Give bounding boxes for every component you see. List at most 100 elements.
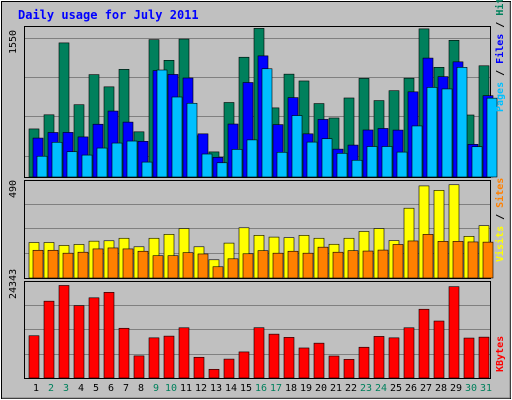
ymax-label: 490 bbox=[8, 180, 19, 198]
day-tick-label: 19 bbox=[300, 383, 312, 394]
bar-pages bbox=[426, 87, 438, 178]
bar-sites bbox=[452, 241, 464, 279]
bar-kbytes bbox=[373, 336, 385, 379]
day-tick-label: 5 bbox=[93, 383, 99, 394]
bar-kbytes bbox=[28, 335, 40, 379]
day-tick-label: 6 bbox=[108, 383, 114, 394]
day-tick-label: 22 bbox=[345, 383, 357, 394]
legend-kbytes: KBytes bbox=[495, 336, 506, 372]
chart-panel-3: 24343 KBytes bbox=[8, 269, 506, 379]
bar-kbytes bbox=[388, 337, 400, 379]
bar-sites bbox=[197, 253, 209, 279]
bar-sites bbox=[212, 266, 224, 279]
bar-kbytes bbox=[328, 355, 340, 379]
bar-kbytes bbox=[298, 347, 310, 379]
bar-pages bbox=[171, 96, 183, 178]
bar-pages bbox=[396, 151, 408, 178]
bar-sites bbox=[32, 249, 44, 279]
bar-pages bbox=[336, 153, 348, 178]
day-tick-label: 3 bbox=[63, 383, 69, 394]
bar-pages bbox=[111, 142, 123, 178]
legend-pages: Pages bbox=[495, 82, 506, 112]
bar-pages bbox=[186, 102, 198, 178]
bar-sites bbox=[47, 249, 59, 279]
bar-kbytes bbox=[343, 359, 355, 379]
bar-pages bbox=[276, 151, 288, 178]
day-tick-label: 20 bbox=[315, 383, 327, 394]
bar-sites bbox=[437, 241, 449, 279]
bar-sites bbox=[377, 249, 389, 279]
bar-kbytes bbox=[73, 305, 85, 379]
bar-kbytes bbox=[313, 342, 325, 379]
chart-panel-2: 490 Visits / Sites bbox=[8, 178, 506, 279]
day-tick-label: 27 bbox=[420, 383, 432, 394]
bar-pages bbox=[456, 67, 468, 178]
day-tick-label: 26 bbox=[405, 383, 417, 394]
bar-kbytes bbox=[223, 358, 235, 379]
day-tick-label: 11 bbox=[180, 383, 192, 394]
day-tick-label: 8 bbox=[138, 383, 144, 394]
day-tick-label: 2 bbox=[48, 383, 54, 394]
bar-sites bbox=[122, 248, 134, 279]
bar-sites bbox=[227, 258, 239, 279]
bar-kbytes bbox=[88, 297, 100, 379]
bar-pages bbox=[471, 146, 483, 178]
bar-sites bbox=[287, 250, 299, 279]
bar-sites bbox=[182, 252, 194, 279]
day-tick-label: 17 bbox=[270, 383, 282, 394]
bar-pages bbox=[66, 151, 78, 178]
day-tick-label: 18 bbox=[285, 383, 297, 394]
ymax-label: 24343 bbox=[8, 269, 19, 299]
bar-kbytes bbox=[283, 337, 295, 379]
bar-sites bbox=[347, 250, 359, 279]
bar-kbytes bbox=[238, 351, 250, 379]
legend-files: Files bbox=[494, 34, 506, 64]
bar-pages bbox=[201, 153, 213, 178]
bar-kbytes bbox=[268, 333, 280, 379]
day-tick-label: 31 bbox=[480, 383, 492, 394]
bar-sites bbox=[77, 251, 89, 279]
bar-sites bbox=[152, 255, 164, 279]
bar-pages bbox=[291, 115, 303, 178]
bar-kbytes bbox=[163, 335, 175, 379]
legend-sites: Sites bbox=[494, 178, 506, 208]
ymax-label: 1550 bbox=[8, 30, 19, 54]
bar-kbytes bbox=[478, 336, 490, 379]
day-tick-label: 29 bbox=[450, 383, 462, 394]
bar-pages bbox=[321, 138, 333, 178]
bar-kbytes bbox=[103, 292, 115, 379]
bar-sites bbox=[422, 234, 434, 279]
bar-pages bbox=[231, 149, 243, 178]
legend-separator: / bbox=[495, 16, 506, 34]
bar-kbytes bbox=[433, 320, 445, 379]
day-tick-label: 14 bbox=[225, 383, 237, 394]
bar-kbytes bbox=[208, 368, 220, 379]
bar-pages bbox=[351, 159, 363, 178]
bar-sites bbox=[302, 252, 314, 279]
bar-kbytes bbox=[148, 337, 160, 379]
legend-side-label: Visits / Sites bbox=[494, 178, 506, 262]
bar-sites bbox=[272, 252, 284, 279]
day-tick-label: 4 bbox=[78, 383, 84, 394]
day-tick-label: 30 bbox=[465, 383, 477, 394]
bar-kbytes bbox=[58, 285, 70, 379]
bar-sites bbox=[392, 244, 404, 279]
bar-kbytes bbox=[133, 355, 145, 379]
legend-visits: Visits bbox=[494, 226, 506, 262]
bar-sites bbox=[317, 246, 329, 279]
legend-separator: / bbox=[495, 208, 506, 226]
day-tick-label: 10 bbox=[165, 383, 177, 394]
bar-sites bbox=[62, 252, 74, 279]
bar-sites bbox=[362, 250, 374, 279]
bar-kbytes bbox=[118, 327, 130, 379]
day-tick-label: 1 bbox=[33, 383, 39, 394]
bar-sites bbox=[332, 251, 344, 279]
bar-kbytes bbox=[463, 337, 475, 379]
bar-pages bbox=[261, 68, 273, 178]
day-tick-label: 24 bbox=[375, 383, 387, 394]
bar-sites bbox=[92, 248, 104, 279]
bar-sites bbox=[467, 241, 479, 279]
legend-hits: Hits bbox=[494, 0, 506, 16]
day-tick-label: 21 bbox=[330, 383, 342, 394]
